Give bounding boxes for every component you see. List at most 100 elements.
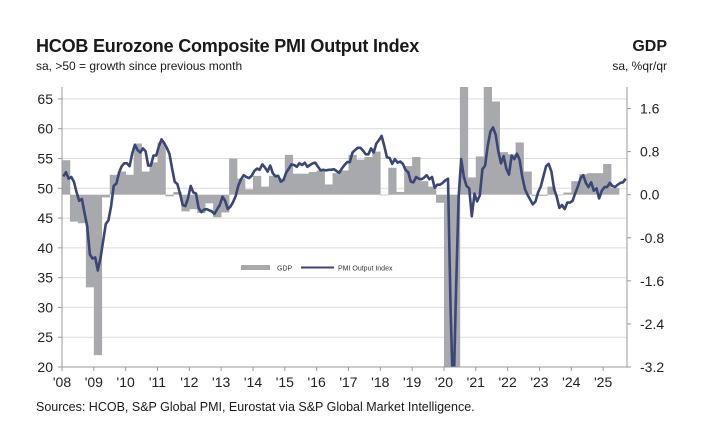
x-tick-label: '25 xyxy=(594,374,612,390)
right-axis-title: GDP xyxy=(632,38,667,55)
right-tick-label: -2.4 xyxy=(640,316,664,332)
x-tick-label: '16 xyxy=(308,374,326,390)
chart-title: HCOB Eurozone Composite PMI Output Index xyxy=(36,36,419,56)
gdp-bar xyxy=(428,186,437,195)
gdp-bar xyxy=(340,170,349,195)
gridlines xyxy=(62,98,627,338)
gdp-bar xyxy=(149,162,158,195)
gdp-bar xyxy=(332,173,341,195)
gdp-bar xyxy=(603,164,612,195)
gdp-bar xyxy=(77,194,87,224)
gdp-bar xyxy=(531,194,540,196)
legend-gdp-swatch xyxy=(241,265,270,270)
left-tick-label: 55 xyxy=(37,150,53,166)
gdp-bar xyxy=(420,181,429,195)
gdp-bar xyxy=(117,171,126,195)
gdp-bar xyxy=(133,143,142,195)
gdp-bar xyxy=(507,154,516,195)
gdp-bar xyxy=(539,194,548,196)
gdp-bar xyxy=(555,194,564,196)
gdp-bar xyxy=(308,172,317,195)
left-tick-label: 65 xyxy=(37,91,53,107)
gdp-bar xyxy=(197,194,206,213)
right-tick-label: 0.8 xyxy=(640,144,660,160)
right-tick-label: -3.2 xyxy=(640,359,664,375)
x-tick-label: '17 xyxy=(339,374,357,390)
gdp-bar xyxy=(252,175,262,195)
gdp-bar xyxy=(62,160,71,195)
right-tick-label: 1.6 xyxy=(640,101,660,117)
gdp-bar xyxy=(356,159,365,195)
gdp-bar xyxy=(523,171,532,195)
gdp-bar xyxy=(125,174,134,195)
gdp-bar xyxy=(85,194,95,288)
chart-subtitle: sa, >50 = growth since previous month xyxy=(36,59,243,73)
x-tick-label: '13 xyxy=(212,374,230,390)
gdp-bar xyxy=(404,166,413,195)
gdp-bar xyxy=(276,178,286,195)
x-tick-label: '08 xyxy=(53,374,71,390)
x-tick-label: '12 xyxy=(180,374,198,390)
legend-gdp-label: GDP xyxy=(277,266,293,273)
right-tick-label: 0.0 xyxy=(640,187,660,203)
x-tick-label: '21 xyxy=(467,374,485,390)
gdp-bar xyxy=(316,170,325,195)
gdp-bar xyxy=(396,192,405,195)
gdp-bar xyxy=(141,171,150,195)
x-tick-label: '20 xyxy=(435,374,453,390)
x-tick-label: '14 xyxy=(244,374,262,390)
gdp-bar xyxy=(459,87,469,195)
left-tick-label: 25 xyxy=(37,329,53,345)
gdp-bar xyxy=(157,142,166,195)
gdp-bar xyxy=(491,101,500,195)
gdp-bar xyxy=(547,186,556,195)
gdp-bar xyxy=(205,194,214,204)
gdp-bar xyxy=(436,194,445,203)
gdp-bar xyxy=(284,154,294,195)
gdp-bar xyxy=(173,192,182,195)
left-tick-label: 45 xyxy=(37,210,53,226)
x-tick-label: '24 xyxy=(562,374,580,390)
gdp-bar xyxy=(499,152,508,195)
x-tick-label: '19 xyxy=(403,374,421,390)
gdp-bar xyxy=(595,173,604,195)
gdp-bar xyxy=(611,188,620,195)
x-tick-label: '09 xyxy=(85,374,103,390)
x-tick-label: '23 xyxy=(530,374,548,390)
gdp-bar xyxy=(475,156,485,195)
gdp-bar xyxy=(571,181,580,195)
gdp-bar xyxy=(101,194,111,198)
left-tick-label: 35 xyxy=(37,270,53,286)
gdp-bar xyxy=(443,194,453,367)
gdp-bar xyxy=(213,194,222,218)
gdp-bar xyxy=(165,194,174,197)
gdp-bar xyxy=(372,151,381,195)
gdp-bar xyxy=(237,178,246,195)
left-tick-label: 40 xyxy=(37,240,53,256)
gdp-bar xyxy=(229,158,238,195)
source-note: Sources: HCOB, S&P Global PMI, Eurostat … xyxy=(36,400,475,414)
left-tick-label: 30 xyxy=(37,299,53,315)
x-tick-label: '15 xyxy=(276,374,294,390)
gdp-bar xyxy=(69,194,79,222)
x-tick-label: '18 xyxy=(371,374,389,390)
left-tick-label: 60 xyxy=(37,121,53,137)
right-tick-label: -1.6 xyxy=(640,273,664,289)
legend: GDP PMI Output Index xyxy=(241,265,393,273)
gdp-bar xyxy=(324,184,333,195)
gdp-bar xyxy=(348,154,357,195)
legend-pmi-label: PMI Output Index xyxy=(338,266,393,273)
gdp-bar xyxy=(93,194,103,356)
gdp-bar xyxy=(245,189,254,195)
gdp-bar xyxy=(292,173,302,195)
gdp-bar xyxy=(268,175,278,195)
left-tick-label: 20 xyxy=(37,359,53,375)
gdp-bar xyxy=(388,167,397,195)
gdp-bar xyxy=(380,194,389,196)
x-tick-label: '11 xyxy=(149,374,166,390)
x-tick-label: '10 xyxy=(117,374,135,390)
gdp-bar xyxy=(579,174,588,195)
left-tick-label: 50 xyxy=(37,180,53,196)
gdp-bar xyxy=(467,177,477,195)
